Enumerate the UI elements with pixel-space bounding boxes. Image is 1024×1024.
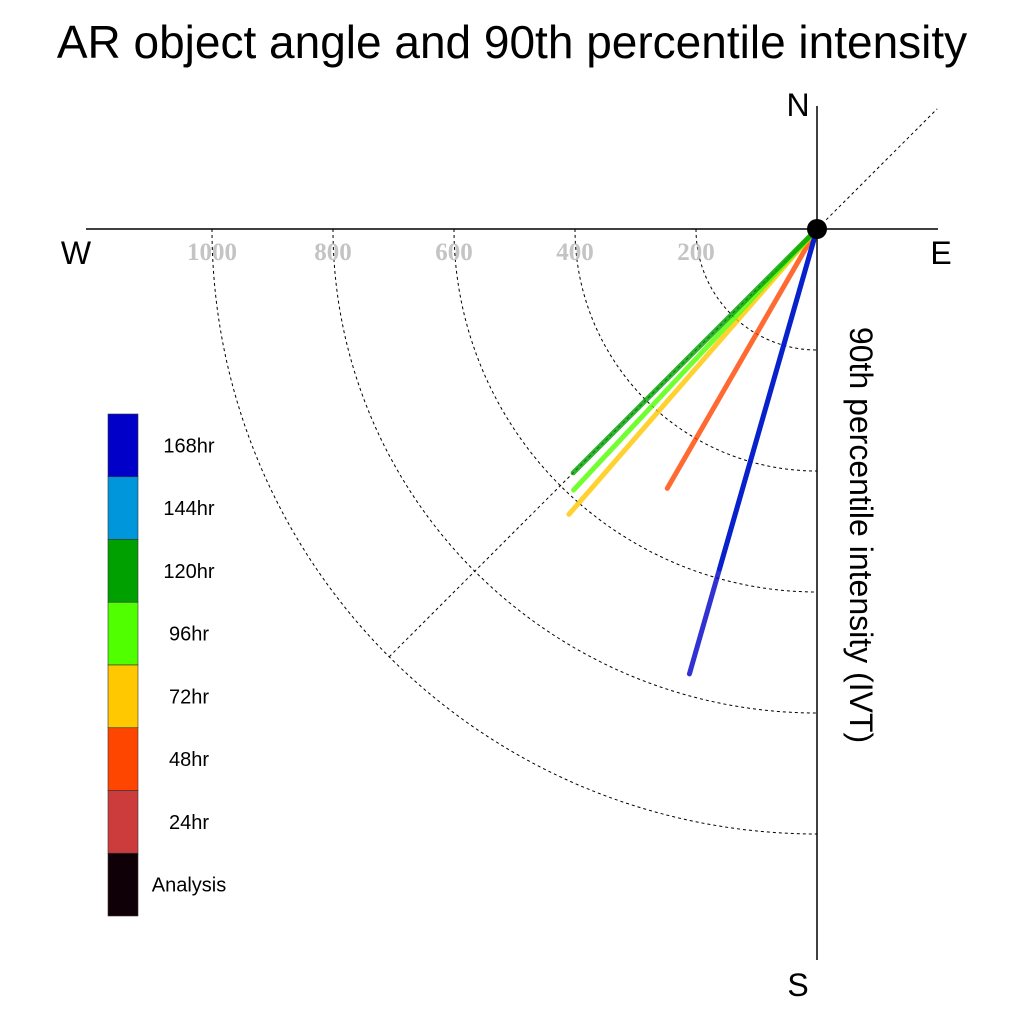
radial-tick-label: 1000: [187, 239, 237, 266]
legend-label: Analysis: [152, 875, 226, 897]
compass-east: E: [930, 235, 951, 271]
vector-120hr: [570, 226, 820, 476]
legend-swatch: [107, 790, 139, 854]
legend: 168hr 144hr 120hr 96hr 72hr 48hr 24hr Analysis: [107, 413, 226, 917]
radial-tick-label: 400: [556, 239, 594, 266]
legend-label: 144hr: [163, 498, 214, 520]
radial-ring: [695, 228, 818, 351]
legend-swatch: [107, 664, 139, 729]
vector-168hr: [686, 226, 820, 677]
intensity-axis-title: 90th percentile intensity (IVT): [843, 327, 879, 743]
intensity-vectors: [566, 226, 820, 677]
legend-label: 24hr: [169, 812, 209, 834]
legend-label: 168hr: [163, 435, 214, 457]
compass-west: W: [61, 235, 92, 271]
legend-label: 96hr: [169, 624, 209, 646]
legend-label: 48hr: [169, 749, 209, 771]
radial-tick-label: 200: [677, 239, 715, 266]
legend-label: 120hr: [163, 561, 214, 583]
legend-swatch: [107, 413, 139, 478]
legend-swatch: [107, 539, 139, 603]
radial-tick-labels: 200 400 600 800 1000: [187, 239, 715, 266]
origin-point: [807, 219, 827, 239]
legend-swatch: [107, 727, 139, 791]
compass-south: S: [787, 967, 808, 1003]
radial-tick-label: 600: [435, 239, 473, 266]
legend-swatch: [107, 852, 139, 917]
compass-north: N: [786, 87, 809, 123]
chart-title: AR object angle and 90th percentile inte…: [57, 16, 967, 68]
radial-tick-label: 800: [314, 239, 352, 266]
vector-48hr: [664, 226, 820, 491]
legend-swatch: [107, 476, 139, 540]
legend-label: 72hr: [169, 686, 209, 708]
radial-ring: [574, 228, 818, 472]
legend-swatch: [107, 601, 139, 666]
